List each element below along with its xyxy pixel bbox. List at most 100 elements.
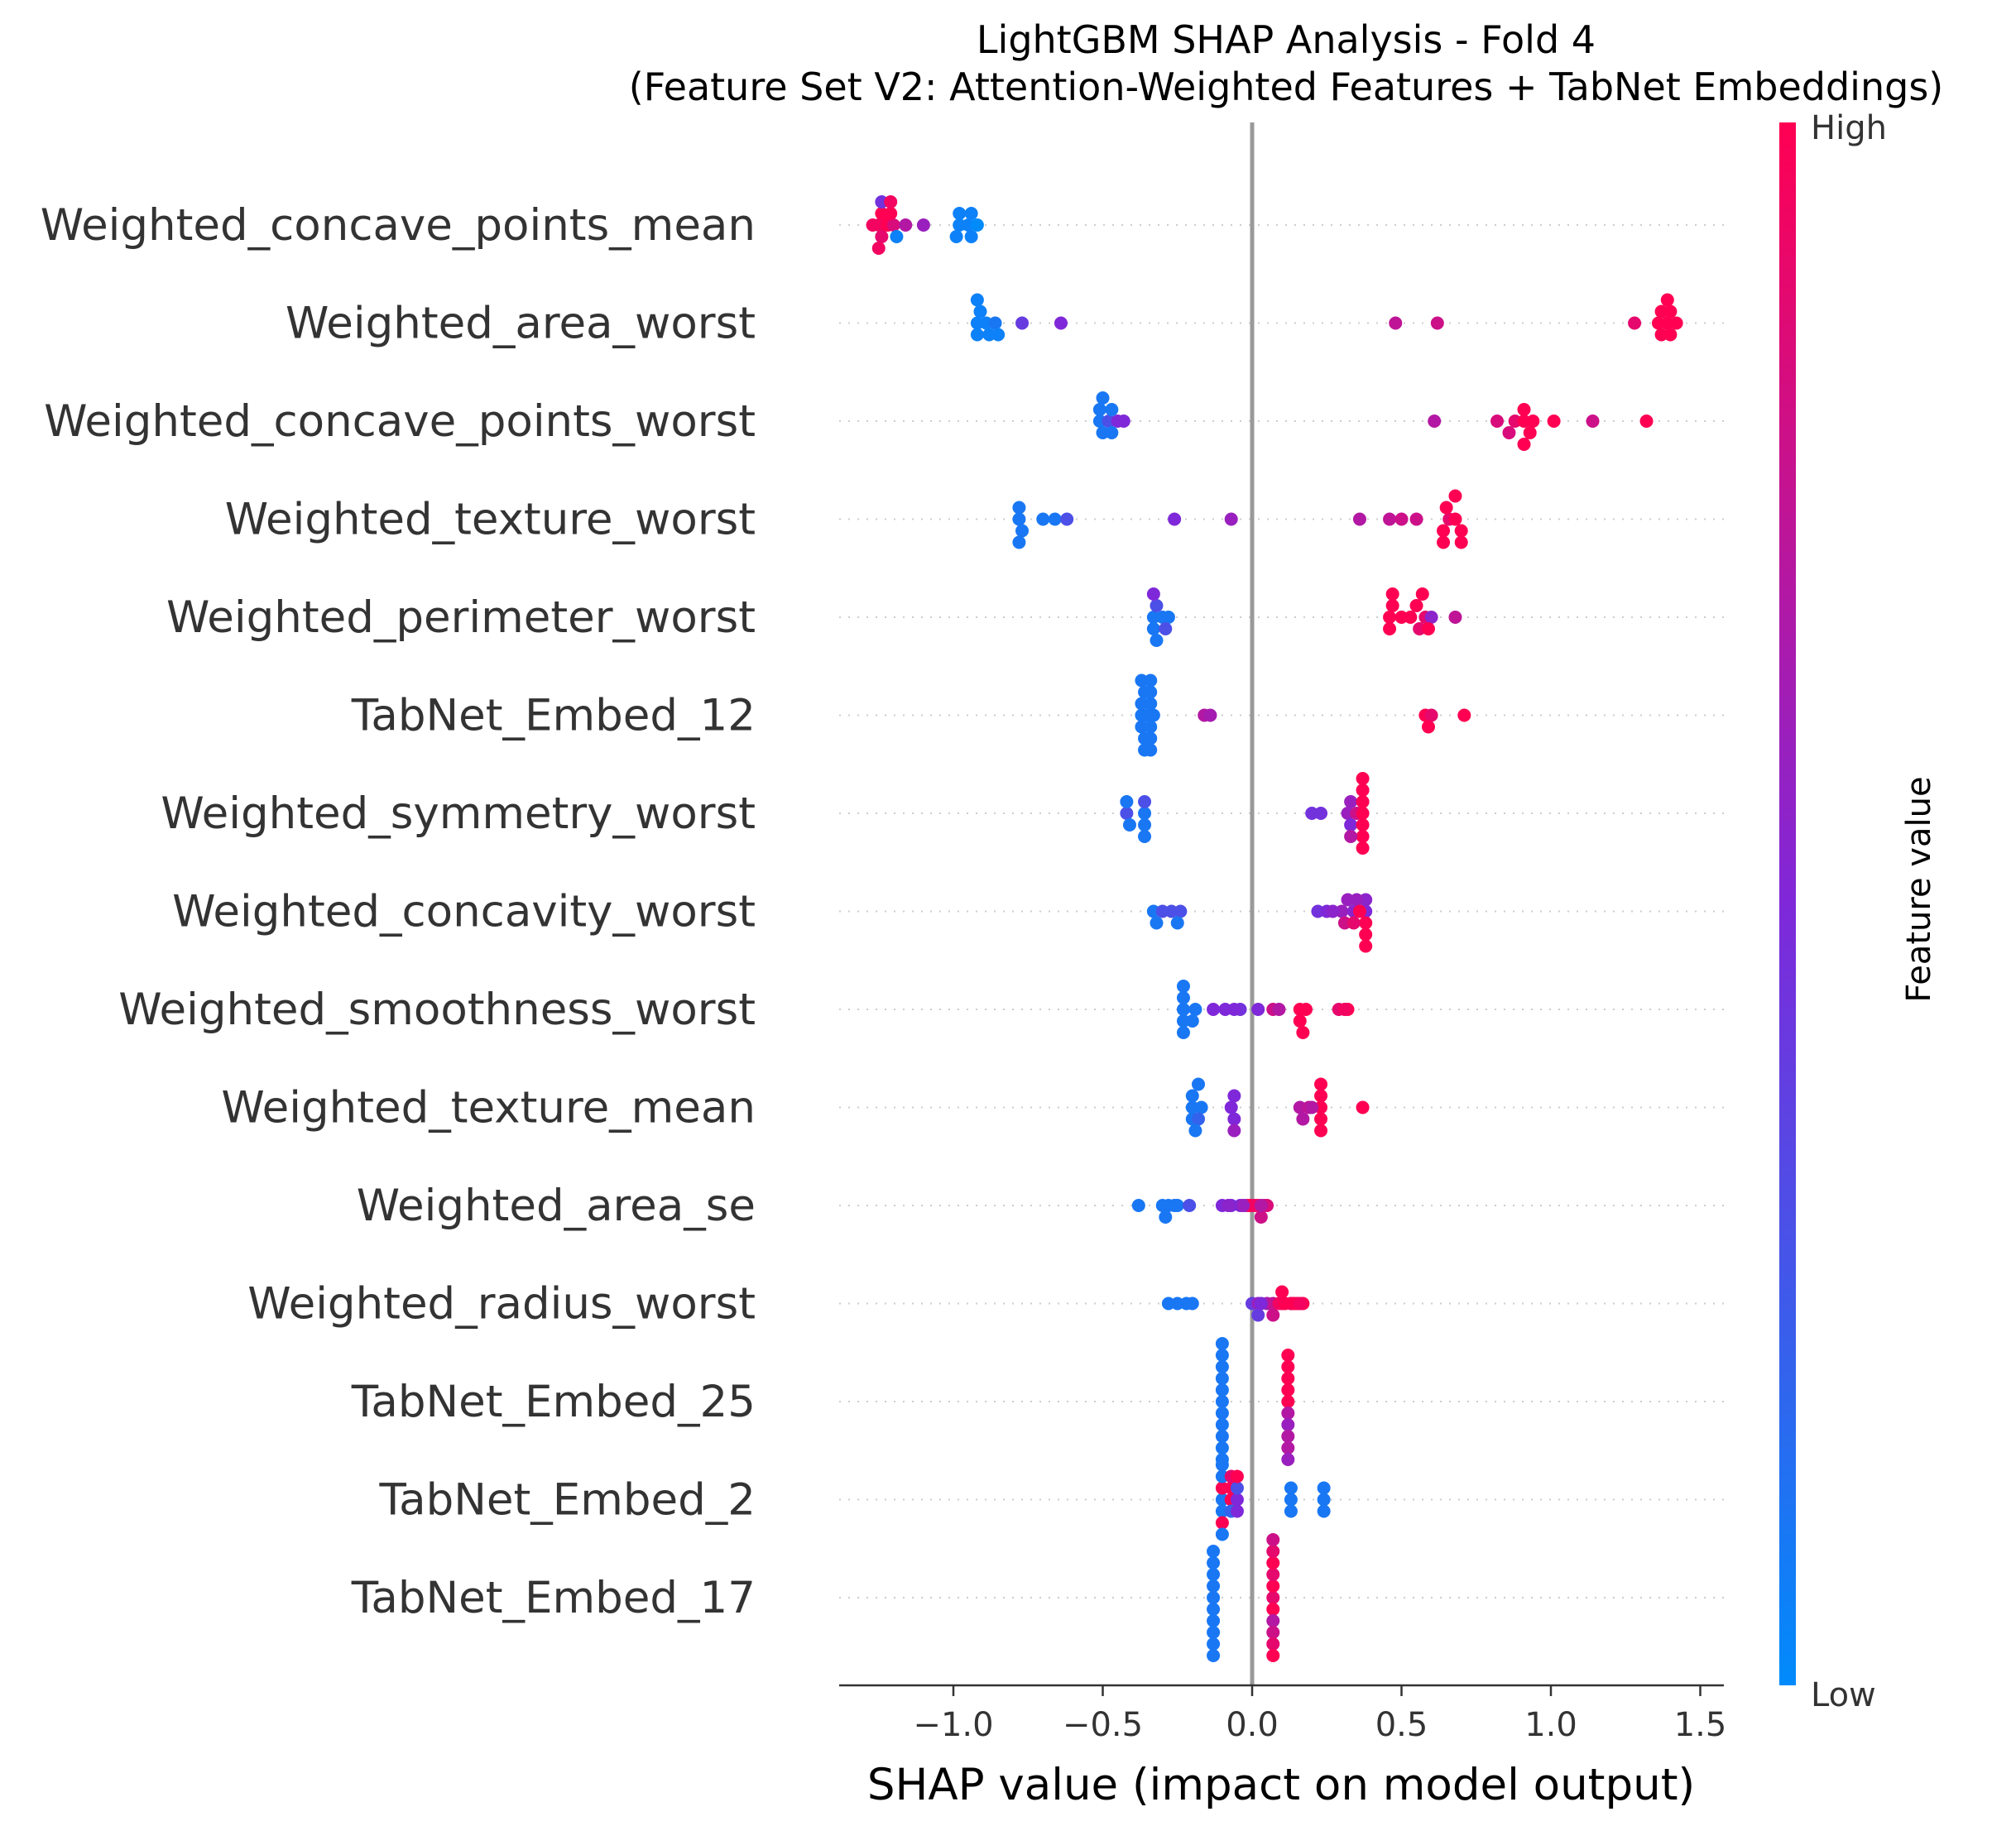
- shap-dot: [1281, 1383, 1295, 1397]
- shap-dot: [1385, 587, 1399, 601]
- shap-dot: [1523, 426, 1537, 439]
- shap-dot: [1227, 1124, 1241, 1138]
- shap-dot: [1430, 316, 1444, 330]
- x-tick-label: 1.5: [1674, 1706, 1727, 1744]
- shap-dot: [1183, 1199, 1197, 1212]
- shap-dot: [916, 218, 930, 232]
- shap-dot: [1660, 293, 1674, 307]
- shap-dot: [1415, 587, 1429, 601]
- shap-dot: [1185, 1089, 1199, 1103]
- feature-label: Weighted_area_worst: [286, 299, 756, 349]
- shap-dot: [1251, 1003, 1265, 1016]
- x-tick-label: 1.0: [1524, 1706, 1577, 1744]
- shap-dot: [1144, 720, 1158, 734]
- shap-dot: [1266, 1614, 1280, 1627]
- shap-dot: [1227, 1089, 1241, 1103]
- colorbar: [1779, 122, 1796, 1685]
- shap-dot: [1207, 1568, 1221, 1581]
- shap-dot: [1215, 1458, 1229, 1472]
- shap-dot: [1096, 391, 1110, 405]
- shap-dot: [1060, 512, 1074, 526]
- shap-dot: [1215, 1441, 1229, 1455]
- shap-dot: [1207, 1545, 1221, 1558]
- shap-dot: [884, 207, 898, 220]
- shap-dot: [988, 316, 1002, 330]
- shap-dot: [1254, 1199, 1268, 1212]
- shap-dot: [1502, 426, 1516, 439]
- shap-dot: [1227, 1112, 1241, 1126]
- shap-dot: [1230, 1504, 1244, 1518]
- shap-dot: [1179, 1296, 1193, 1311]
- shap-dot: [1207, 1603, 1221, 1616]
- shap-dot: [1054, 316, 1068, 330]
- shap-dot: [1281, 1407, 1295, 1420]
- shap-dot: [1389, 316, 1403, 330]
- shap-dot: [1266, 1649, 1280, 1662]
- shap-dot: [1146, 708, 1160, 722]
- shap-dot: [1437, 524, 1451, 538]
- shap-dot: [949, 230, 963, 243]
- shap-dot: [1159, 1210, 1173, 1224]
- shap-dot: [1215, 1516, 1229, 1530]
- shap-dot: [1135, 673, 1149, 688]
- shap-dot: [1230, 1469, 1244, 1483]
- shap-dot: [1437, 535, 1451, 549]
- shap-dot: [1337, 1003, 1351, 1016]
- shap-dot: [1281, 1349, 1295, 1362]
- shap-dot: [1428, 415, 1442, 428]
- shap-dot: [1409, 512, 1423, 526]
- shap-dot: [1105, 403, 1119, 416]
- shap-dot: [1275, 1285, 1289, 1299]
- shap-dot: [899, 218, 913, 232]
- shap-dot: [1305, 1100, 1319, 1114]
- colorbar-title: Feature value: [1900, 776, 1938, 1002]
- shap-dot: [1344, 795, 1358, 808]
- shap-dot: [1356, 807, 1370, 820]
- shap-dot: [1281, 1430, 1295, 1443]
- feature-label: Weighted_texture_worst: [225, 495, 756, 545]
- shap-dot: [1669, 316, 1683, 330]
- shap-dot: [1144, 731, 1158, 745]
- shap-dot: [1356, 795, 1370, 808]
- shap-dot: [1015, 524, 1030, 538]
- shap-dot: [1012, 501, 1026, 515]
- shap-dot: [1170, 916, 1184, 930]
- shap-dot: [1421, 622, 1435, 635]
- shap-dot: [1383, 512, 1397, 526]
- shap-dot: [1293, 1014, 1307, 1028]
- shap-dot: [1185, 1014, 1199, 1028]
- x-tick-label: 0.5: [1375, 1706, 1428, 1744]
- shap-dot: [1215, 1383, 1229, 1397]
- shap-dot: [1448, 512, 1462, 526]
- shap-dot: [1352, 904, 1366, 918]
- shap-dot: [1424, 611, 1438, 624]
- shap-dot: [1138, 818, 1152, 832]
- x-tick-label: −1.0: [913, 1706, 993, 1744]
- feature-label: Weighted_area_se: [357, 1181, 756, 1231]
- shap-dot: [1266, 1556, 1280, 1570]
- shap-dot: [1317, 1481, 1331, 1495]
- shap-dot: [1207, 1003, 1221, 1016]
- shap-dot: [970, 293, 984, 307]
- shap-dot: [1215, 1395, 1229, 1408]
- shap-dot: [1015, 316, 1030, 330]
- shap-dot: [1105, 426, 1119, 439]
- feature-label: Weighted_radius_worst: [247, 1279, 756, 1330]
- shap-dot: [1281, 1453, 1295, 1466]
- shap-dot: [973, 304, 987, 319]
- shap-dot: [1138, 830, 1152, 843]
- feature-label: TabNet_Embed_2: [379, 1475, 756, 1526]
- shap-dot: [1284, 1504, 1298, 1518]
- shap-dot: [1266, 1603, 1280, 1616]
- shap-dot: [1215, 1337, 1229, 1350]
- shap-dot: [1176, 1026, 1190, 1039]
- shap-dot: [1215, 1372, 1229, 1385]
- feature-label: Weighted_concavity_worst: [172, 887, 756, 937]
- shap-dot: [1215, 1527, 1229, 1541]
- row-gridlines: [839, 224, 1724, 1598]
- shap-dot: [1639, 415, 1654, 428]
- shap-dot: [1266, 1533, 1280, 1546]
- shap-dot: [1116, 415, 1130, 428]
- shap-dot: [1409, 599, 1423, 612]
